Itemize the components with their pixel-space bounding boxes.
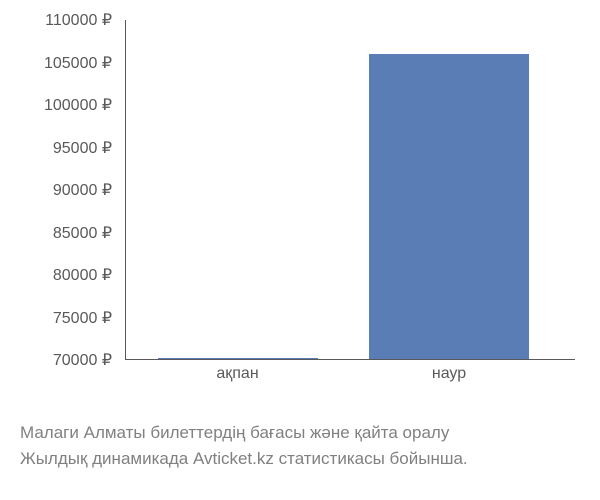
x-label: наур — [432, 365, 466, 383]
y-tick: 85000 ₽ — [53, 223, 112, 243]
x-axis-line — [126, 359, 575, 360]
y-tick: 95000 ₽ — [53, 138, 112, 158]
caption: Малаги Алматы билеттердің бағасы және қа… — [20, 420, 580, 471]
plot-area — [125, 20, 575, 360]
y-tick: 100000 ₽ — [44, 95, 112, 115]
y-axis: 110000 ₽ 105000 ₽ 100000 ₽ 95000 ₽ 90000… — [20, 20, 120, 360]
y-tick: 70000 ₽ — [53, 350, 112, 370]
y-tick: 110000 ₽ — [45, 10, 112, 30]
caption-line-1: Малаги Алматы билеттердің бағасы және қа… — [20, 420, 580, 446]
x-axis-labels: ақпан наур — [125, 365, 575, 395]
chart-container: 110000 ₽ 105000 ₽ 100000 ₽ 95000 ₽ 90000… — [20, 20, 580, 390]
y-tick: 75000 ₽ — [53, 308, 112, 328]
y-tick: 90000 ₽ — [53, 180, 112, 200]
y-tick: 105000 ₽ — [44, 53, 112, 73]
x-label: ақпан — [216, 365, 258, 383]
caption-line-2: Жылдық динамикада Avticket.kz статистика… — [20, 446, 580, 472]
bar-1 — [369, 54, 529, 360]
y-tick: 80000 ₽ — [53, 265, 112, 285]
